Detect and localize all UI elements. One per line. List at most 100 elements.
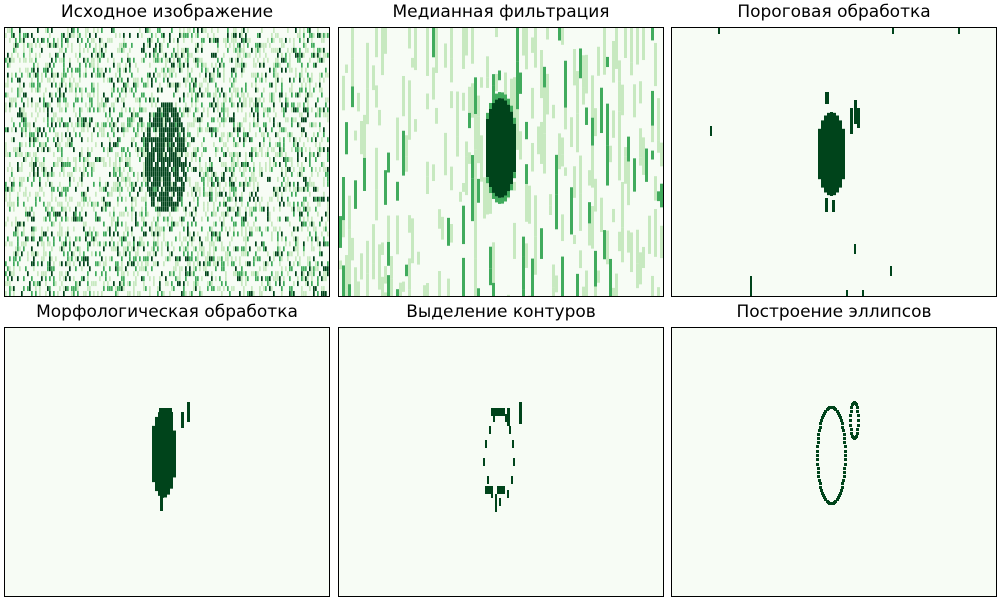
noise-pixel <box>27 67 29 73</box>
noise-pixel <box>297 52 299 58</box>
noise-pixel <box>311 171 313 177</box>
noise-pixel <box>111 221 113 227</box>
noise-pixel <box>31 82 33 88</box>
noise-pixel <box>109 147 111 153</box>
noise-pixel <box>289 87 291 93</box>
ellipse-main <box>823 496 826 499</box>
noise-pixel <box>259 42 261 48</box>
noise-pixel <box>131 72 133 78</box>
median-streak <box>555 275 558 293</box>
noise-pixel <box>11 117 13 123</box>
median-streak <box>621 84 624 116</box>
noise-pixel <box>243 216 245 222</box>
noise-pixel <box>183 246 185 252</box>
noise-pixel <box>121 211 123 217</box>
noise-pixel <box>113 127 115 133</box>
noise-pixel <box>39 291 41 296</box>
noise-pixel <box>25 32 27 38</box>
noise-pixel <box>113 231 115 237</box>
noise-pixel <box>311 77 313 83</box>
median-streak <box>387 152 390 173</box>
noise-pixel <box>125 226 127 232</box>
noise-pixel <box>37 191 39 197</box>
noise-pixel <box>225 142 227 148</box>
noise-pixel <box>241 57 243 63</box>
noise-pixel <box>285 117 287 123</box>
noise-pixel <box>281 256 283 262</box>
noise-pixel <box>307 28 309 33</box>
noise-pixel <box>119 211 121 217</box>
noise-pixel <box>253 206 255 212</box>
noise-pixel <box>187 281 189 287</box>
noise-pixel <box>245 261 247 267</box>
noise-pixel <box>155 57 157 63</box>
noise-pixel <box>125 92 127 98</box>
noise-pixel <box>267 226 269 232</box>
noise-pixel <box>177 122 179 128</box>
noise-pixel <box>23 102 25 108</box>
noise-pixel <box>135 147 137 153</box>
noise-pixel <box>271 261 273 267</box>
noise-pixel <box>33 216 35 222</box>
noise-pixel <box>103 266 105 272</box>
noise-pixel <box>37 102 39 108</box>
median-streak <box>588 170 591 186</box>
noise-pixel <box>303 102 305 108</box>
noise-pixel <box>243 67 245 73</box>
noise-pixel <box>61 246 63 252</box>
noise-pixel <box>105 102 107 108</box>
noise-pixel <box>173 57 175 63</box>
median-streak <box>375 85 378 108</box>
noise-pixel <box>123 251 125 257</box>
noise-pixel <box>143 176 145 182</box>
noise-pixel <box>141 181 143 187</box>
median-streak <box>657 191 660 202</box>
contour-streak <box>507 408 510 426</box>
noise-pixel <box>289 221 291 227</box>
noise-pixel <box>63 52 65 58</box>
noise-pixel <box>183 281 185 287</box>
noise-pixel <box>123 102 125 108</box>
noise-pixel <box>31 132 33 138</box>
noise-pixel <box>219 181 221 187</box>
noise-pixel <box>321 72 323 78</box>
noise-pixel <box>309 157 311 162</box>
noise-pixel <box>321 32 323 38</box>
noise-pixel <box>257 271 259 277</box>
median-streak <box>582 55 585 88</box>
noise-pixel <box>317 211 319 217</box>
noise-pixel <box>315 62 317 68</box>
noise-pixel <box>253 256 255 262</box>
noise-pixel <box>231 117 233 123</box>
noise-pixel <box>165 152 167 158</box>
median-streak <box>414 28 417 71</box>
noise-pixel <box>91 132 93 138</box>
median-blob-edge <box>510 184 513 191</box>
noise-pixel <box>75 67 77 73</box>
noise-pixel <box>165 196 167 202</box>
noise-pixel <box>195 77 197 83</box>
median-streak <box>633 158 636 192</box>
noise-pixel <box>237 127 239 133</box>
noise-pixel <box>161 42 163 48</box>
noise-pixel <box>147 152 149 158</box>
noise-pixel <box>85 191 87 197</box>
noise-pixel <box>95 231 97 237</box>
noise-pixel <box>85 102 87 108</box>
median-streak <box>522 236 525 257</box>
noise-pixel <box>209 166 211 172</box>
noise-pixel <box>185 206 187 212</box>
noise-pixel <box>195 32 197 38</box>
noise-pixel <box>149 132 151 138</box>
noise-pixel <box>99 176 101 182</box>
noise-pixel <box>239 166 241 172</box>
noise-pixel <box>153 112 155 118</box>
noise-pixel <box>211 256 213 262</box>
median-streak <box>477 288 480 296</box>
noise-pixel <box>143 147 145 153</box>
noise-pixel <box>301 147 303 153</box>
median-streak <box>639 252 642 285</box>
noise-pixel <box>5 241 7 247</box>
median-streak <box>351 58 354 87</box>
noise-pixel <box>165 216 167 222</box>
